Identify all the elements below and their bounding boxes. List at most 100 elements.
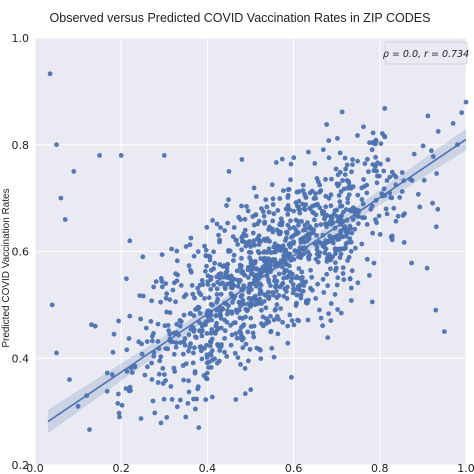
data-point xyxy=(215,279,221,285)
data-point xyxy=(183,244,189,249)
data-point xyxy=(393,174,399,180)
data-point xyxy=(373,217,378,223)
data-point xyxy=(164,415,170,420)
data-point xyxy=(349,268,355,274)
data-point xyxy=(240,345,246,351)
data-point xyxy=(397,195,403,200)
data-point xyxy=(328,203,334,209)
data-point xyxy=(317,307,322,313)
data-point xyxy=(267,259,273,265)
data-point xyxy=(425,113,431,119)
data-point xyxy=(250,230,256,236)
data-point xyxy=(124,369,130,374)
data-point xyxy=(246,358,251,364)
x-tick-label: 1.0 xyxy=(457,462,474,474)
data-point xyxy=(243,233,249,239)
data-point xyxy=(145,364,150,370)
data-point xyxy=(266,294,272,299)
data-point xyxy=(347,276,353,281)
data-point xyxy=(196,425,202,430)
data-point xyxy=(300,288,306,294)
data-point xyxy=(343,245,348,251)
data-point xyxy=(111,331,117,337)
data-point xyxy=(303,195,309,200)
data-point xyxy=(267,239,272,244)
data-point xyxy=(430,200,435,206)
data-point xyxy=(376,213,382,219)
data-point xyxy=(265,317,270,323)
data-point xyxy=(212,356,218,362)
data-point xyxy=(272,249,277,255)
data-point xyxy=(226,303,231,309)
data-point xyxy=(326,155,332,161)
data-point xyxy=(168,384,174,389)
data-point xyxy=(296,204,301,210)
data-point xyxy=(163,295,169,301)
data-point xyxy=(252,242,257,248)
data-point xyxy=(208,339,214,345)
data-point xyxy=(177,397,183,403)
data-point xyxy=(214,221,220,227)
data-point xyxy=(276,271,282,277)
data-point xyxy=(301,206,307,211)
data-point xyxy=(169,397,175,402)
data-point xyxy=(330,254,335,260)
data-point xyxy=(271,354,277,360)
data-point xyxy=(233,397,239,402)
data-point xyxy=(251,185,257,191)
data-point xyxy=(258,256,264,261)
data-point xyxy=(320,147,326,153)
data-point xyxy=(182,342,188,348)
data-point xyxy=(126,336,132,341)
data-point xyxy=(323,246,329,252)
data-point xyxy=(400,213,406,218)
data-point xyxy=(128,388,133,393)
data-point xyxy=(338,203,343,209)
data-point xyxy=(217,348,223,353)
data-point xyxy=(288,161,294,167)
data-point xyxy=(282,268,288,273)
data-point xyxy=(326,138,332,144)
data-point xyxy=(136,339,142,345)
data-point xyxy=(359,197,365,202)
data-point xyxy=(326,195,332,201)
data-point xyxy=(275,331,281,337)
data-point xyxy=(177,323,183,329)
data-point xyxy=(240,316,245,321)
data-point xyxy=(231,252,237,258)
data-point xyxy=(256,233,262,239)
data-point xyxy=(355,280,361,286)
data-point xyxy=(230,300,235,305)
data-point xyxy=(124,276,129,282)
data-point xyxy=(228,342,234,348)
data-point xyxy=(279,156,285,162)
data-point xyxy=(206,295,212,301)
data-point xyxy=(374,168,379,174)
data-point xyxy=(177,318,183,323)
data-point xyxy=(280,264,285,270)
data-point xyxy=(311,227,317,233)
data-point xyxy=(395,213,401,219)
data-point xyxy=(434,171,439,176)
data-point xyxy=(333,268,338,273)
data-point xyxy=(348,186,354,191)
data-point xyxy=(188,267,193,273)
data-point xyxy=(225,308,231,313)
data-point xyxy=(163,378,168,383)
data-point xyxy=(198,348,204,354)
data-point xyxy=(252,260,258,266)
data-point xyxy=(268,283,273,288)
data-point xyxy=(378,141,384,147)
data-point xyxy=(157,358,163,364)
data-point xyxy=(338,310,344,316)
data-point xyxy=(350,217,356,222)
data-point xyxy=(278,248,283,253)
data-point xyxy=(331,211,337,217)
data-point xyxy=(369,147,375,153)
y-tick-labels: 0.2 0.4 0.6 0.8 1.0 xyxy=(12,32,30,472)
data-point xyxy=(325,283,331,289)
data-point xyxy=(333,166,339,172)
data-point xyxy=(335,307,340,312)
data-point xyxy=(338,230,343,236)
data-point xyxy=(186,263,192,269)
